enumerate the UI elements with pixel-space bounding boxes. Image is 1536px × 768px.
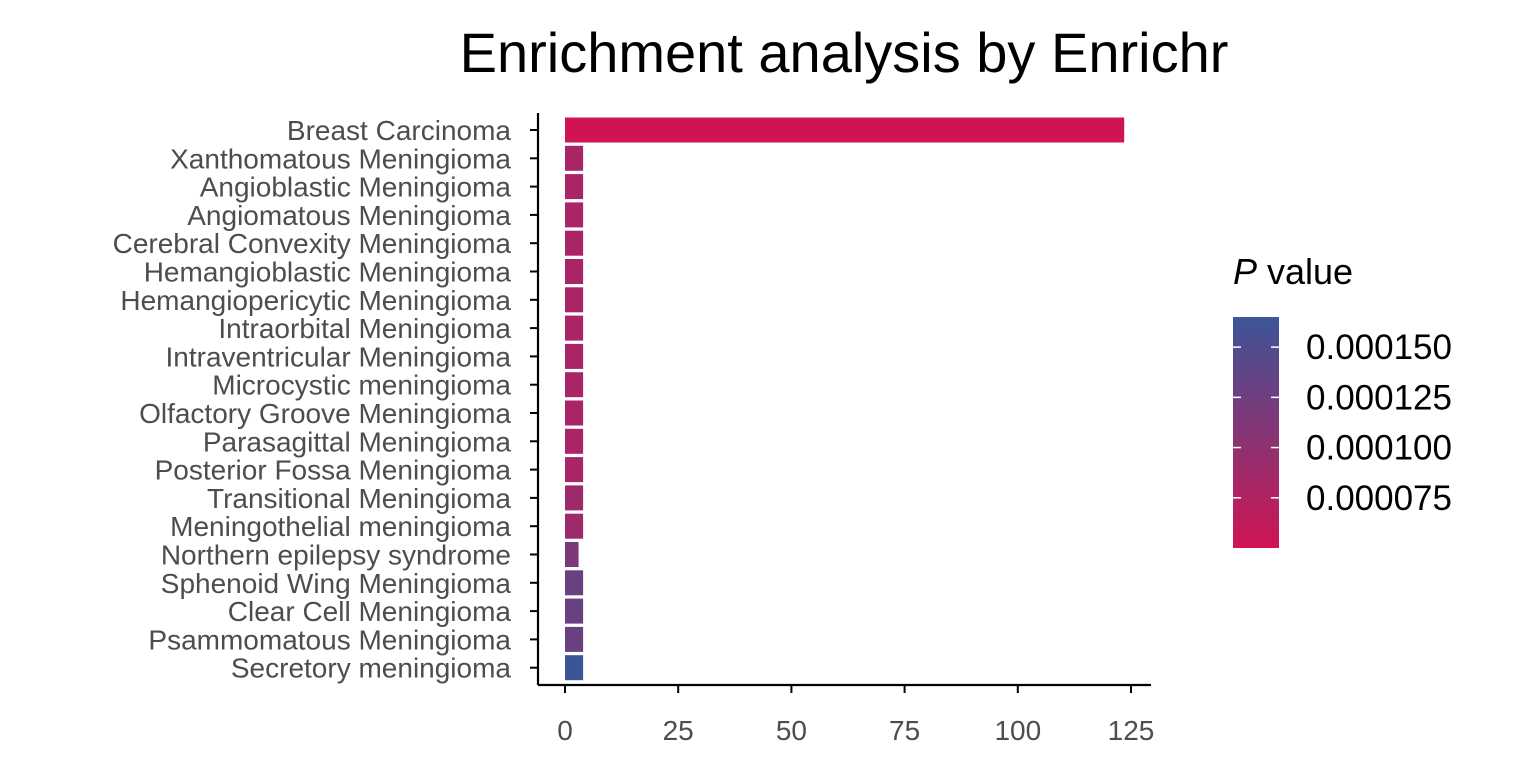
- legend-label: 0.000125: [1306, 378, 1452, 417]
- bar: [565, 457, 584, 483]
- bar: [565, 117, 1125, 143]
- bar: [565, 655, 584, 681]
- bar: [565, 513, 584, 539]
- x-axis: 0 25 50 75 100 125: [538, 683, 1155, 746]
- category-label: Sphenoid Wing Meningioma: [161, 568, 512, 599]
- category-label: Microcystic meningioma: [212, 370, 511, 401]
- bar: [565, 485, 584, 511]
- category-label: Meningothelial meningioma: [170, 511, 511, 542]
- legend-title-rest: value: [1257, 251, 1353, 292]
- bar: [565, 570, 584, 596]
- x-tick-label: 125: [1108, 715, 1155, 746]
- category-label: Intraorbital Meningioma: [218, 313, 511, 344]
- category-label: Hemangiopericytic Meningioma: [120, 285, 511, 316]
- bar: [565, 174, 584, 200]
- bar: [565, 542, 579, 567]
- category-label: Angioblastic Meningioma: [200, 172, 512, 203]
- category-label: Hemangioblastic Meningioma: [144, 257, 512, 288]
- bar: [565, 230, 584, 256]
- x-tick-label: 50: [776, 715, 807, 746]
- category-label: Clear Cell Meningioma: [228, 596, 512, 627]
- p-value-legend: P value 0.000150 0.000125 0.000100 0.000075: [1233, 251, 1452, 548]
- category-label: Psammomatous Meningioma: [148, 624, 511, 655]
- bar: [565, 400, 584, 426]
- bar: [565, 202, 584, 228]
- category-label: Parasagittal Meningioma: [203, 426, 512, 457]
- bars-group: [565, 117, 1125, 681]
- bar: [565, 259, 584, 284]
- bar: [565, 626, 584, 652]
- bar: [565, 372, 584, 398]
- bar: [565, 315, 584, 341]
- category-label: Secretory meningioma: [231, 653, 512, 684]
- y-axis: [530, 113, 540, 685]
- legend-label: 0.000075: [1306, 479, 1452, 518]
- legend-colorbar: [1233, 317, 1279, 548]
- category-label: Intraventricular Meningioma: [166, 341, 512, 372]
- legend-title-italic: P: [1233, 251, 1257, 292]
- x-tick-label: 25: [663, 715, 694, 746]
- legend-label: 0.000150: [1306, 328, 1452, 367]
- x-tick-label: 75: [889, 715, 920, 746]
- category-label: Xanthomatous Meningioma: [170, 143, 511, 174]
- bar: [565, 428, 584, 454]
- legend-title: P value: [1233, 251, 1353, 292]
- category-label: Transitional Meningioma: [207, 483, 511, 514]
- category-label: Northern epilepsy syndrome: [161, 540, 511, 571]
- legend-ticks: 0.000150 0.000125 0.000100 0.000075: [1233, 328, 1452, 518]
- bar: [565, 598, 584, 624]
- category-label: Posterior Fossa Meningioma: [155, 455, 512, 486]
- category-label: Angiomatous Meningioma: [187, 200, 511, 231]
- category-label: Breast Carcinoma: [287, 115, 512, 146]
- bar: [565, 145, 584, 171]
- x-tick-label: 100: [994, 715, 1041, 746]
- bar: [565, 287, 584, 313]
- category-label: Cerebral Convexity Meningioma: [113, 228, 512, 259]
- bar: [565, 343, 584, 369]
- legend-label: 0.000100: [1306, 429, 1452, 468]
- category-label: Olfactory Groove Meningioma: [139, 398, 511, 429]
- x-tick-label: 0: [557, 715, 573, 746]
- chart-title: Enrichment analysis by Enrichr: [460, 21, 1229, 84]
